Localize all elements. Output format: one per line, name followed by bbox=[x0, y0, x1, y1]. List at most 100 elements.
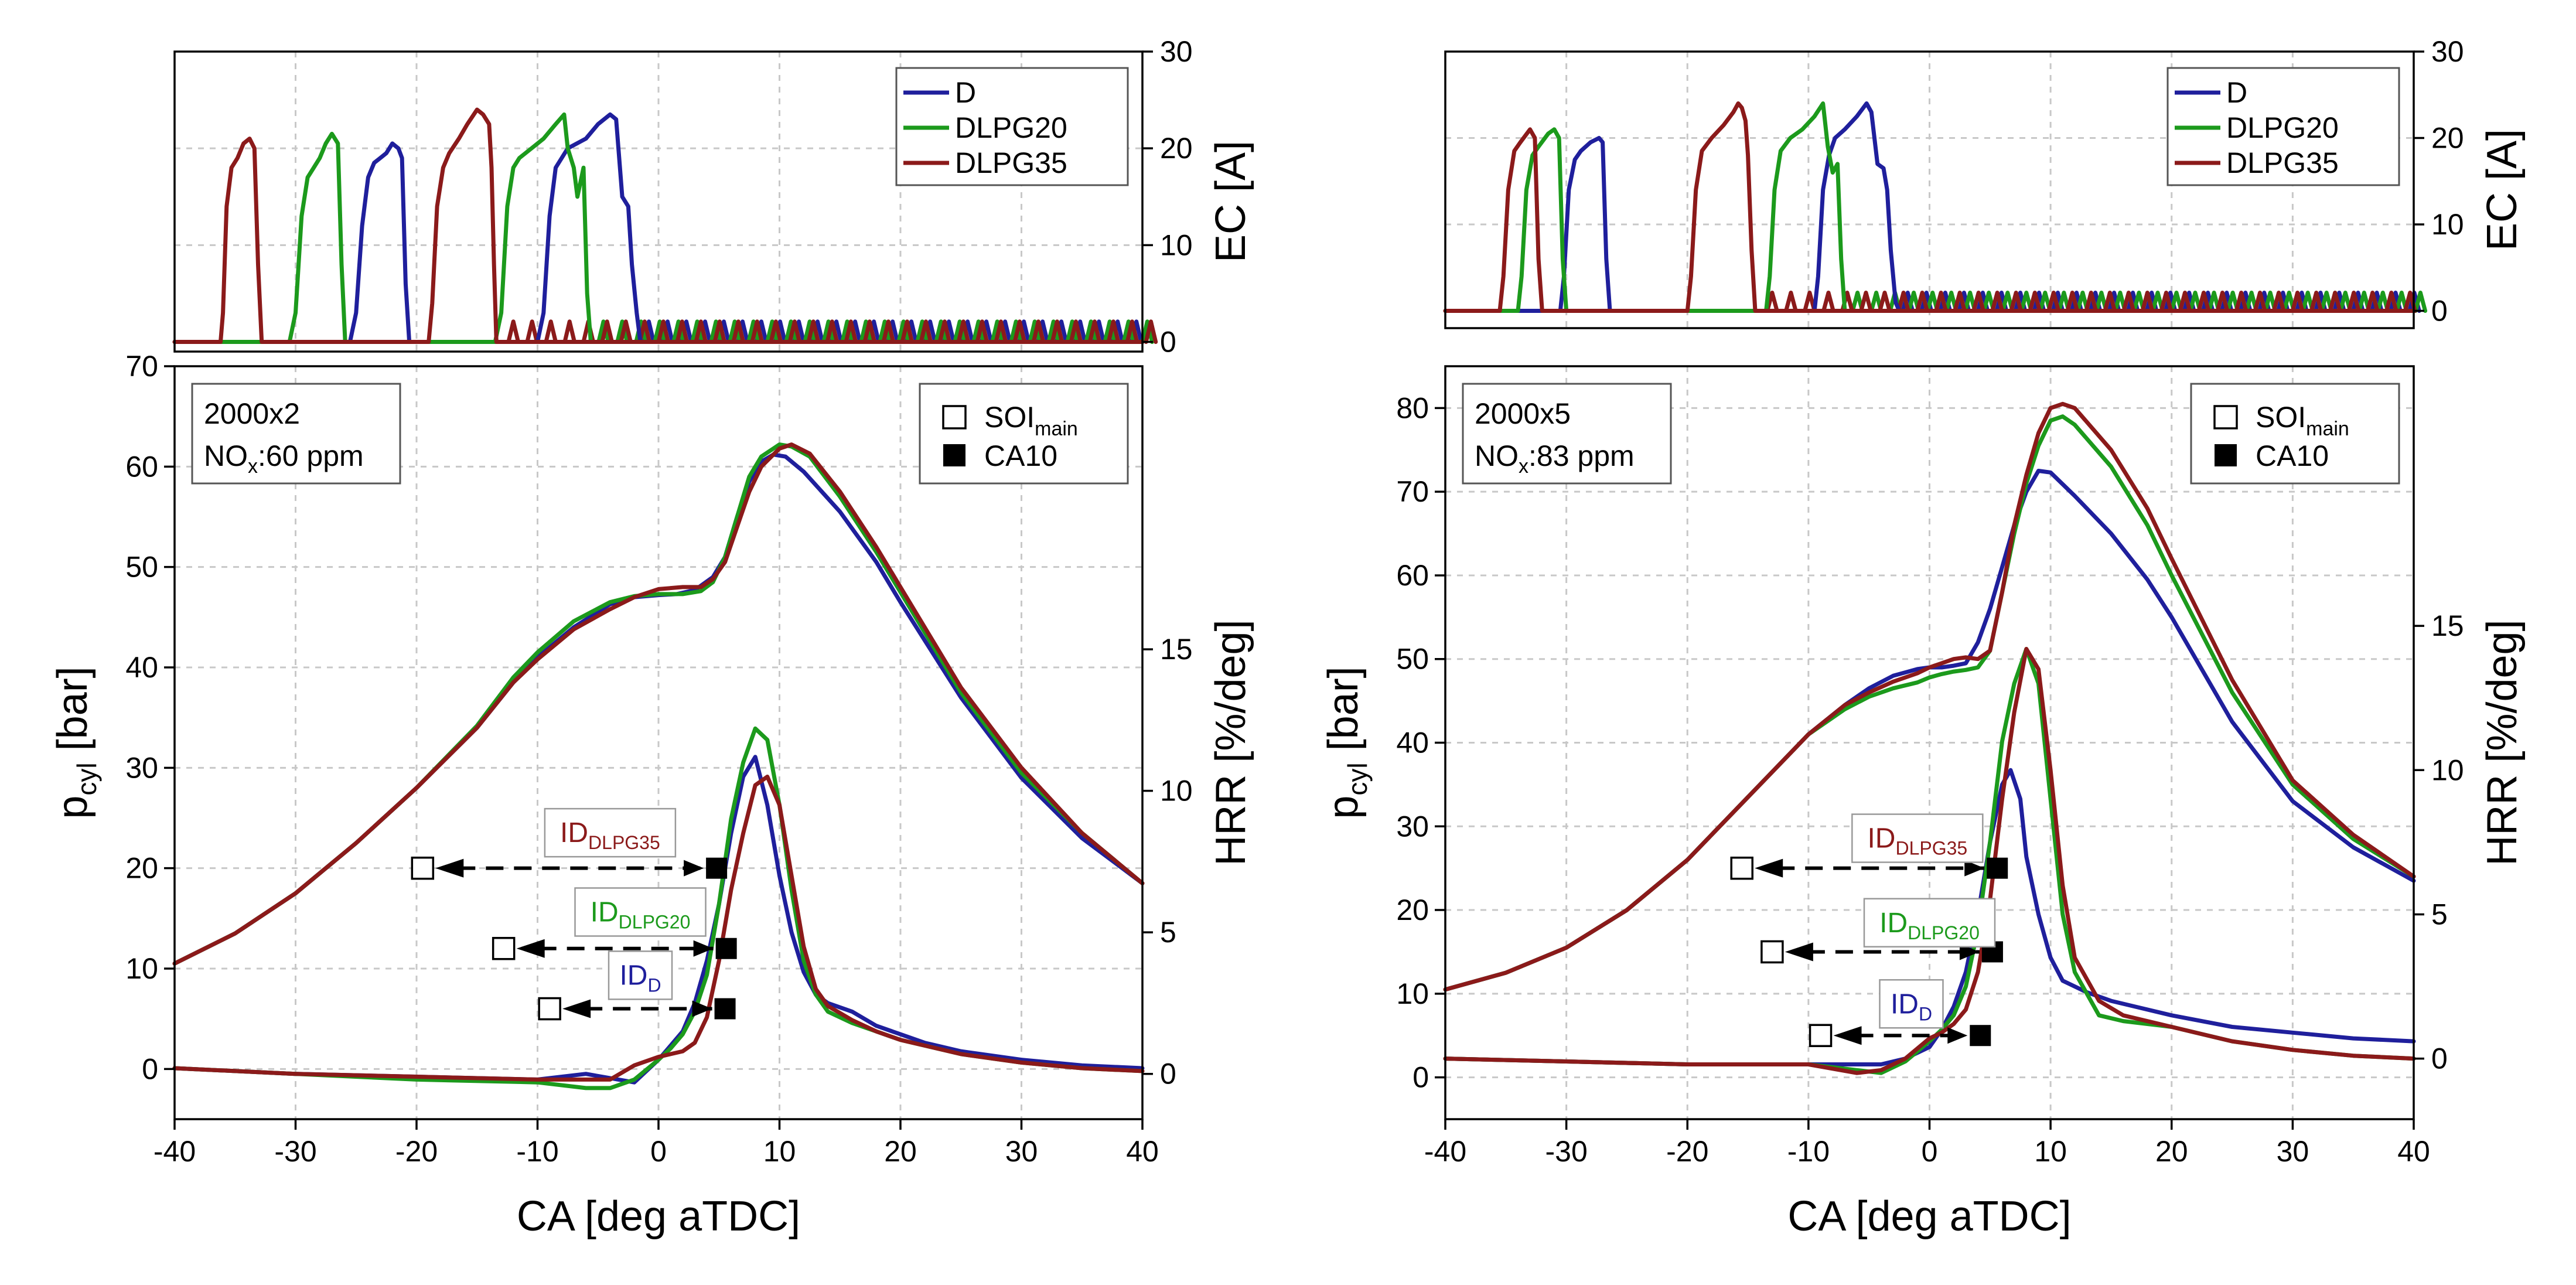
hrr-line-DLPG35 bbox=[172, 775, 1145, 1082]
soi-main-marker bbox=[538, 997, 561, 1021]
y-right-tick-label: 5 bbox=[2431, 898, 2448, 930]
soi-legend-label: SOImain bbox=[2256, 401, 2349, 440]
y-right-axis-title: HRR [%/deg] bbox=[1207, 619, 1254, 865]
y-left-tick-label: 50 bbox=[1396, 643, 1429, 676]
soi-main-marker bbox=[1760, 940, 1784, 964]
ec-plot-frame bbox=[1444, 50, 2415, 329]
x-tick-label: 0 bbox=[1922, 1135, 1938, 1168]
soi-legend-label: SOImain bbox=[984, 401, 1078, 440]
ec-line-D bbox=[1443, 101, 2416, 313]
ignition-delay-label-DLPG20: IDDLPG20 bbox=[591, 897, 691, 932]
ec-line-DLPG20 bbox=[172, 112, 1145, 344]
x-tick-label: 30 bbox=[1005, 1135, 1038, 1168]
ec-axis-title: EC [A] bbox=[1207, 141, 1254, 263]
pressure-line-DLPG35 bbox=[1443, 401, 2416, 992]
ec-tick-label: 10 bbox=[1160, 229, 1193, 261]
x-tick-label: -40 bbox=[1424, 1135, 1466, 1168]
ignition-delay-arrowhead bbox=[516, 939, 545, 958]
ca10-marker bbox=[714, 998, 736, 1020]
ca10-marker bbox=[1970, 1025, 1991, 1047]
condition-label: 2000x2 bbox=[204, 397, 300, 430]
soi-main-marker bbox=[492, 936, 516, 960]
ignition-delay-label-DLPG35: IDDLPG35 bbox=[1867, 823, 1967, 859]
legend-label-DLPG20: DLPG20 bbox=[2226, 111, 2339, 144]
y-left-tick-label: 80 bbox=[1396, 391, 1429, 424]
x-tick-label: 0 bbox=[650, 1135, 667, 1168]
y-left-tick-label: 70 bbox=[1396, 475, 1429, 508]
y-left-tick-label: 30 bbox=[125, 751, 158, 784]
pressure-line-DLPG35 bbox=[172, 442, 1145, 966]
ec-ripple-DLPG20 bbox=[1850, 291, 2428, 313]
ignition-delay-arrowhead-end bbox=[693, 940, 714, 957]
y-left-tick-label: 10 bbox=[125, 952, 158, 985]
ec-ripple-DLPG35 bbox=[1765, 291, 2417, 313]
legend-label-DLPG35: DLPG35 bbox=[2226, 146, 2339, 179]
soi-main-marker bbox=[1809, 1024, 1833, 1047]
soi-marker-swatch bbox=[942, 405, 967, 430]
legend-label-DLPG20: DLPG20 bbox=[955, 111, 1067, 144]
x-tick-label: -20 bbox=[395, 1135, 438, 1168]
x-tick-label: -20 bbox=[1666, 1135, 1708, 1168]
y-left-tick-label: 40 bbox=[125, 651, 158, 684]
ignition-delay-label-D: IDD bbox=[1891, 989, 1932, 1024]
ignition-delay-arrowhead bbox=[562, 999, 591, 1018]
condition-label: 2000x5 bbox=[1475, 397, 1571, 430]
y-left-tick-label: 20 bbox=[125, 852, 158, 885]
ca10-marker bbox=[715, 938, 737, 959]
x-tick-label: 10 bbox=[763, 1135, 796, 1168]
ignition-delay-arrowhead-end bbox=[1964, 860, 1985, 877]
y-right-tick-label: 15 bbox=[1160, 633, 1193, 666]
ec-ripple-D bbox=[642, 319, 1144, 344]
hrr-line-D bbox=[172, 755, 1145, 1085]
y-left-tick-label: 0 bbox=[142, 1052, 158, 1085]
y-left-tick-label: 40 bbox=[1396, 727, 1429, 759]
marker-legend-box bbox=[919, 383, 1129, 485]
ignition-delay-label-box bbox=[608, 950, 673, 1000]
ec-tick-label: 0 bbox=[2431, 295, 2448, 328]
ec-axis-title: EC [A] bbox=[2479, 129, 2526, 251]
x-tick-label: 30 bbox=[2277, 1135, 2309, 1168]
ec-line-DLPG20 bbox=[1443, 101, 2416, 313]
y-left-axis-title: pcyl [bar] bbox=[49, 666, 102, 819]
ca10-legend-label: CA10 bbox=[2256, 439, 2329, 472]
y-right-tick-label: 10 bbox=[2431, 754, 2464, 786]
nox-label: NOx:60 ppm bbox=[204, 439, 364, 478]
ignition-delay-arrowhead bbox=[1755, 858, 1783, 878]
condition-info-box bbox=[1462, 383, 1672, 485]
y-left-tick-label: 60 bbox=[1396, 559, 1429, 592]
ignition-delay-label-box bbox=[574, 887, 707, 937]
ec-ripple-DLPG35 bbox=[506, 319, 1158, 344]
marker-legend-box bbox=[2190, 383, 2400, 485]
ca10-marker bbox=[706, 857, 728, 879]
ec-tick-label: 20 bbox=[2431, 122, 2464, 155]
y-right-tick-label: 10 bbox=[1160, 775, 1193, 807]
x-tick-label: -10 bbox=[1787, 1135, 1830, 1168]
nox-label: NOx:83 ppm bbox=[1475, 439, 1635, 478]
ec-tick-label: 0 bbox=[1160, 325, 1176, 358]
x-axis-title: CA [deg aTDC] bbox=[517, 1193, 800, 1240]
ignition-delay-arrowhead bbox=[1785, 942, 1813, 962]
ec-tick-label: 30 bbox=[2431, 35, 2464, 68]
legend-label-DLPG35: DLPG35 bbox=[955, 146, 1067, 179]
ec-ripple-DLPG20 bbox=[596, 319, 1154, 344]
y-left-tick-label: 70 bbox=[125, 350, 158, 383]
ignition-delay-label-box bbox=[1851, 813, 1984, 863]
ignition-delay-label-box bbox=[544, 807, 677, 858]
legend-label-D: D bbox=[955, 76, 976, 109]
panel-right: -40 -30 -20 -10 0 10 20 30 40 CA [deg aTDC] 0 10 20 3… bbox=[1320, 35, 2526, 1240]
ignition-delay-arrowhead-end bbox=[1959, 943, 1980, 960]
x-tick-label: -40 bbox=[153, 1135, 196, 1168]
ec-plot-frame bbox=[173, 50, 1144, 353]
ignition-delay-arrowhead bbox=[1833, 1026, 1862, 1045]
condition-info-box bbox=[191, 383, 401, 485]
ignition-delay-arrowhead bbox=[435, 858, 464, 878]
ignition-delay-label-box bbox=[1863, 898, 1996, 948]
x-tick-label: -30 bbox=[274, 1135, 316, 1168]
x-tick-label: 10 bbox=[2034, 1135, 2067, 1168]
hrr-line-DLPG35 bbox=[1443, 647, 2416, 1075]
y-left-tick-label: 30 bbox=[1396, 810, 1429, 843]
ec-tick-label: 20 bbox=[1160, 132, 1193, 165]
ignition-delay-label-DLPG35: IDDLPG35 bbox=[560, 817, 660, 853]
legend-label-D: D bbox=[2226, 76, 2247, 109]
